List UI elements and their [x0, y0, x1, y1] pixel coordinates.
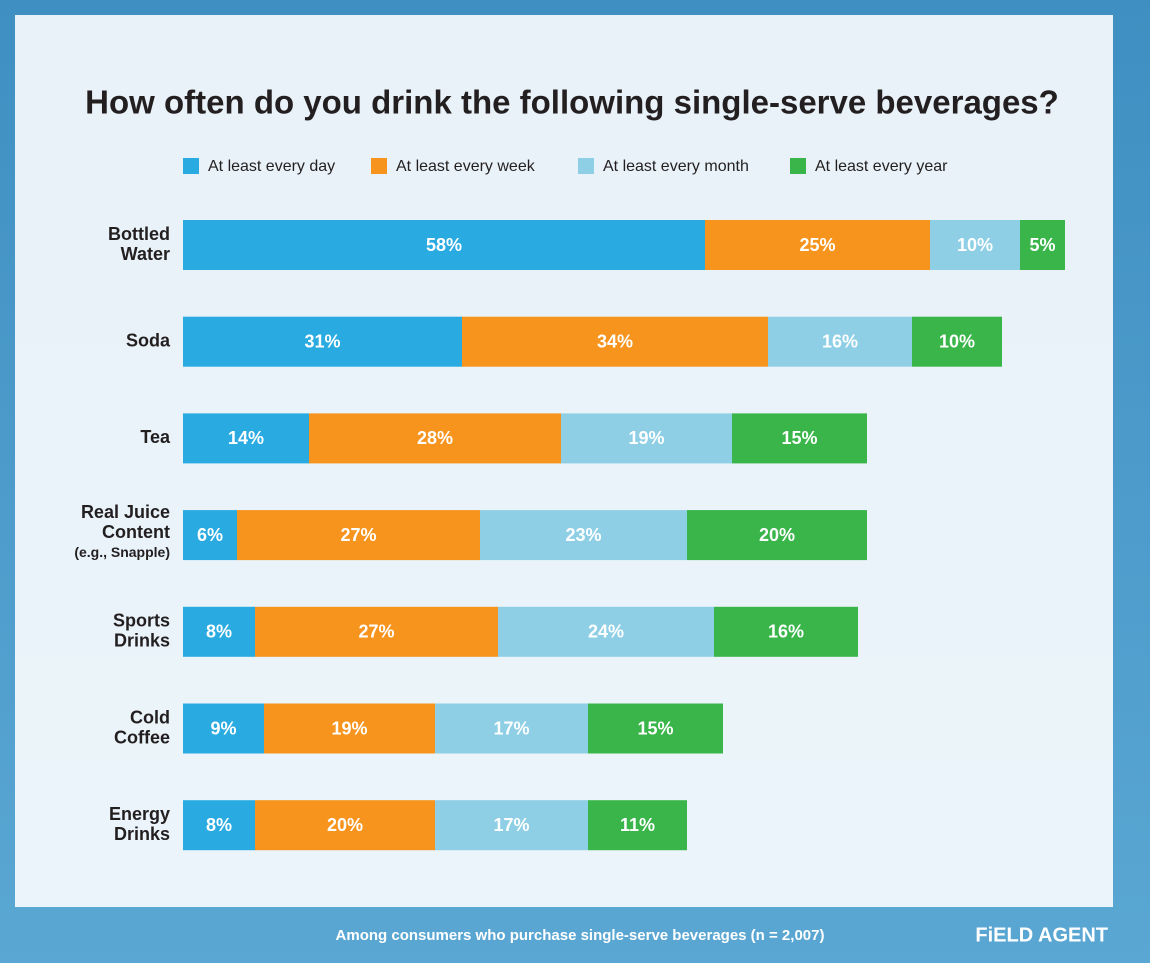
value-label: 15%	[637, 718, 673, 738]
value-label: 25%	[799, 235, 835, 255]
bar-segment	[183, 316, 462, 367]
value-label: 24%	[588, 622, 624, 642]
y-tick-label: Energy	[109, 804, 170, 824]
bar-segment	[480, 510, 687, 561]
value-label: 28%	[417, 428, 453, 448]
bar-segment	[237, 510, 480, 561]
y-tick-label: Coffee	[114, 727, 170, 747]
bar-segment	[183, 413, 309, 464]
chart-title: How often do you drink the following sin…	[85, 84, 1059, 121]
value-label: 8%	[206, 622, 232, 642]
bar-segment	[768, 316, 912, 367]
y-tick-label: Soda	[126, 330, 171, 350]
bar-segment	[435, 703, 588, 754]
bar-segment	[183, 703, 264, 754]
value-label: 58%	[426, 235, 462, 255]
value-label: 31%	[304, 331, 340, 351]
logo: FiELD AGENT	[975, 924, 1108, 946]
bar-segment	[588, 703, 723, 754]
value-label: 14%	[228, 428, 264, 448]
bar-segment	[183, 800, 255, 851]
value-label: 16%	[822, 331, 858, 351]
y-tick-label: Drinks	[114, 631, 170, 651]
y-tick-label: Tea	[140, 427, 171, 447]
y-tick-label: Drinks	[114, 824, 170, 844]
value-label: 15%	[781, 428, 817, 448]
bar-segment	[705, 220, 930, 270]
value-label: 23%	[565, 525, 601, 545]
bar-segment	[255, 800, 435, 851]
legend-label: At least every month	[603, 158, 749, 175]
legend-swatch	[183, 158, 199, 174]
value-label: 34%	[597, 331, 633, 351]
legend-swatch	[371, 158, 387, 174]
bar-segment	[1020, 220, 1065, 270]
value-label: 19%	[628, 428, 664, 448]
value-label: 6%	[197, 525, 223, 545]
y-tick-label: Bottled	[108, 224, 170, 244]
bar-segment	[561, 413, 732, 464]
y-tick-label: Water	[121, 244, 170, 264]
value-label: 27%	[358, 622, 394, 642]
bar-segment	[255, 606, 498, 657]
bar-segment	[588, 800, 687, 851]
bar-segment	[264, 703, 435, 754]
legend-swatch	[790, 158, 806, 174]
value-label: 16%	[768, 622, 804, 642]
value-label: 17%	[493, 718, 529, 738]
y-tick-label: Sports	[113, 611, 170, 631]
bar-segment	[183, 606, 255, 657]
footnote: Among consumers who purchase single-serv…	[336, 927, 825, 944]
y-tick-label: Content	[102, 522, 170, 542]
value-label: 10%	[957, 235, 993, 255]
bar-segment	[309, 413, 561, 464]
bar-segment	[498, 606, 714, 657]
value-label: 5%	[1029, 235, 1055, 255]
value-label: 10%	[939, 331, 975, 351]
value-label: 20%	[759, 525, 795, 545]
bar-segment	[732, 413, 867, 464]
legend-label: At least every week	[396, 158, 536, 175]
bar-segment	[687, 510, 867, 561]
y-tick-label: Cold	[130, 707, 170, 727]
y-tick-label: Real Juice	[81, 502, 170, 522]
bar-segment	[183, 220, 705, 270]
value-label: 17%	[493, 815, 529, 835]
value-label: 8%	[206, 815, 232, 835]
bar-segment	[183, 510, 237, 561]
legend-label: At least every year	[815, 158, 948, 175]
value-label: 27%	[340, 525, 376, 545]
bar-segment	[435, 800, 588, 851]
value-label: 11%	[620, 815, 655, 835]
bar-segment	[714, 606, 858, 657]
bar-segment	[462, 316, 768, 367]
bar-segment	[912, 316, 1002, 367]
value-label: 19%	[331, 718, 367, 738]
value-label: 9%	[210, 718, 236, 738]
value-label: 20%	[327, 815, 363, 835]
bar-segment	[930, 220, 1020, 270]
legend-swatch	[578, 158, 594, 174]
y-tick-label: (e.g., Snapple)	[74, 544, 170, 560]
legend-label: At least every day	[208, 158, 335, 175]
